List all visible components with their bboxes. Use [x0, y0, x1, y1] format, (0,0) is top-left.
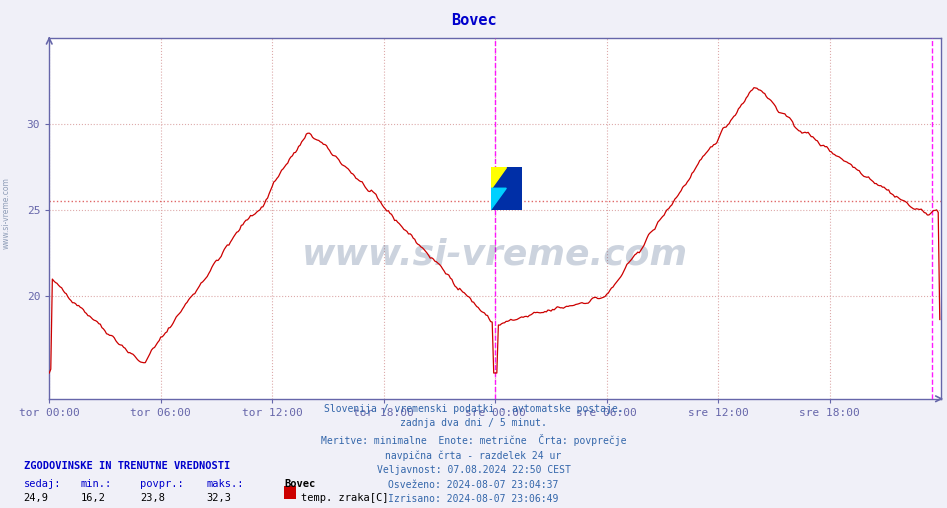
Text: 32,3: 32,3: [206, 493, 231, 503]
Text: Bovec: Bovec: [284, 479, 315, 489]
Text: www.si-vreme.com: www.si-vreme.com: [2, 177, 11, 249]
Text: Slovenija / vremenski podatki - avtomatske postaje.
zadnja dva dni / 5 minut.
Me: Slovenija / vremenski podatki - avtomats…: [321, 404, 626, 504]
Text: maks.:: maks.:: [206, 479, 244, 489]
Text: www.si-vreme.com: www.si-vreme.com: [302, 238, 688, 271]
Text: min.:: min.:: [80, 479, 112, 489]
Text: 16,2: 16,2: [80, 493, 105, 503]
Polygon shape: [491, 167, 507, 188]
Text: 23,8: 23,8: [140, 493, 165, 503]
Text: 24,9: 24,9: [24, 493, 48, 503]
Text: sedaj:: sedaj:: [24, 479, 62, 489]
Text: povpr.:: povpr.:: [140, 479, 184, 489]
Text: Bovec: Bovec: [451, 13, 496, 28]
Text: ZGODOVINSKE IN TRENUTNE VREDNOSTI: ZGODOVINSKE IN TRENUTNE VREDNOSTI: [24, 461, 230, 471]
Text: temp. zraka[C]: temp. zraka[C]: [301, 493, 388, 503]
Polygon shape: [491, 167, 522, 210]
Polygon shape: [491, 188, 507, 210]
